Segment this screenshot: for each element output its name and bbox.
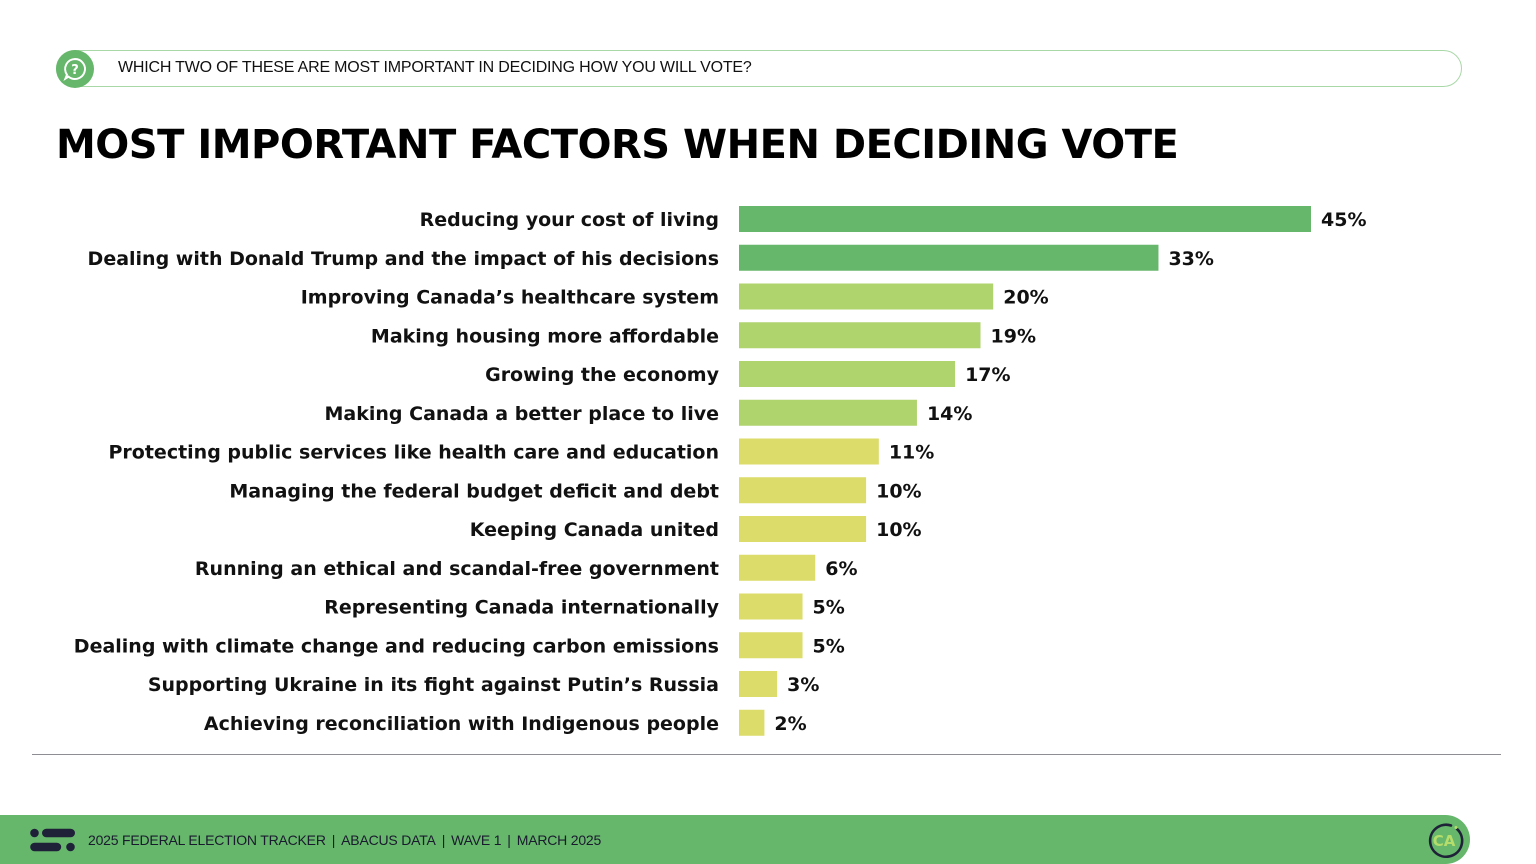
value-label: 33% bbox=[1168, 248, 1213, 270]
survey-question: WHICH TWO OF THESE ARE MOST IMPORTANT IN… bbox=[118, 59, 752, 76]
footer-separator: | bbox=[507, 832, 511, 848]
category-label: Making housing more affordable bbox=[371, 325, 719, 347]
footer-item-wave: WAVE 1 bbox=[451, 832, 502, 848]
bar-row: Supporting Ukraine in its fight against … bbox=[148, 671, 819, 697]
value-label: 11% bbox=[889, 442, 934, 464]
category-label: Representing Canada internationally bbox=[324, 597, 719, 619]
bar bbox=[739, 554, 816, 581]
footer-bar bbox=[0, 815, 1470, 864]
question-bubble-icon: ? bbox=[56, 50, 94, 88]
value-label: 20% bbox=[1003, 287, 1048, 309]
page-title: MOST IMPORTANT FACTORS WHEN DECIDING VOT… bbox=[56, 122, 1179, 168]
value-label: 5% bbox=[813, 635, 845, 657]
bar bbox=[739, 477, 867, 504]
bar bbox=[739, 283, 994, 310]
bar-row: Running an ethical and scandal-free gove… bbox=[195, 554, 858, 581]
bar-row: Protecting public services like health c… bbox=[109, 438, 934, 465]
category-label: Keeping Canada united bbox=[470, 519, 719, 541]
category-label: Running an ethical and scandal-free gove… bbox=[195, 558, 719, 580]
abacus-data-logo-icon bbox=[30, 828, 75, 852]
value-label: 10% bbox=[876, 519, 921, 541]
bar-row: Achieving reconciliation with Indigenous… bbox=[204, 709, 807, 736]
category-label: Dealing with climate change and reducing… bbox=[74, 635, 719, 657]
bar bbox=[739, 593, 803, 620]
value-label: 14% bbox=[927, 403, 972, 425]
footer-item-date: MARCH 2025 bbox=[516, 832, 602, 848]
bar bbox=[739, 244, 1159, 271]
bar bbox=[739, 399, 917, 426]
value-label: 10% bbox=[876, 480, 921, 502]
category-label: Protecting public services like health c… bbox=[109, 442, 720, 464]
bar bbox=[739, 632, 803, 659]
bar-row: Growing the economy 17% bbox=[485, 361, 1011, 387]
category-label: Achieving reconciliation with Indigenous… bbox=[204, 713, 719, 735]
footer-item-tracker: 2025 FEDERAL ELECTION TRACKER bbox=[88, 832, 326, 848]
category-label: Making Canada a better place to live bbox=[325, 403, 719, 425]
category-label: Improving Canada’s healthcare system bbox=[301, 287, 719, 309]
bar bbox=[739, 438, 879, 465]
value-label: 3% bbox=[787, 674, 819, 696]
svg-text:?: ? bbox=[71, 63, 79, 78]
category-label: Dealing with Donald Trump and the impact… bbox=[88, 248, 719, 270]
bar bbox=[739, 361, 956, 387]
bar-row: Making Canada a better place to live 14% bbox=[325, 399, 972, 426]
bar bbox=[739, 206, 1311, 232]
value-label: 2% bbox=[774, 713, 806, 735]
value-label: 45% bbox=[1321, 209, 1366, 231]
bar-row: Improving Canada’s healthcare system 20% bbox=[301, 283, 1049, 310]
bar-row: Representing Canada internationally 5% bbox=[324, 593, 845, 620]
footer-caption: 2025 FEDERAL ELECTION TRACKER | ABACUS DAT… bbox=[88, 832, 601, 848]
bar-row: Managing the federal budget deficit and … bbox=[229, 477, 922, 504]
bar bbox=[739, 671, 778, 697]
bar-row: Dealing with climate change and reducing… bbox=[74, 632, 845, 659]
footer-divider bbox=[32, 754, 1501, 755]
category-label: Supporting Ukraine in its fight against … bbox=[148, 674, 719, 696]
bar-row: Making housing more affordable 19% bbox=[371, 322, 1036, 349]
bar bbox=[739, 516, 867, 542]
bar-row: Keeping Canada united 10% bbox=[470, 516, 922, 542]
bar-row: Dealing with Donald Trump and the impact… bbox=[88, 244, 1214, 271]
bar bbox=[739, 709, 765, 736]
footer-separator: | bbox=[441, 832, 446, 848]
value-label: 6% bbox=[825, 558, 857, 580]
ca-badge-text: CA bbox=[1433, 832, 1456, 850]
value-label: 19% bbox=[991, 325, 1036, 347]
value-label: 17% bbox=[965, 364, 1010, 386]
bar bbox=[739, 322, 981, 349]
category-label: Managing the federal budget deficit and … bbox=[229, 480, 719, 502]
footer-separator: | bbox=[331, 832, 336, 848]
category-label: Reducing your cost of living bbox=[420, 209, 719, 231]
bar-chart: Reducing your cost of living 45% Dealing w… bbox=[74, 206, 1366, 736]
ca-badge-icon: CA bbox=[1428, 823, 1464, 859]
category-label: Growing the economy bbox=[485, 364, 720, 386]
value-label: 5% bbox=[813, 597, 845, 619]
footer-item-source: ABACUS DATA bbox=[341, 832, 436, 848]
bar-row: Reducing your cost of living 45% bbox=[420, 206, 1366, 232]
